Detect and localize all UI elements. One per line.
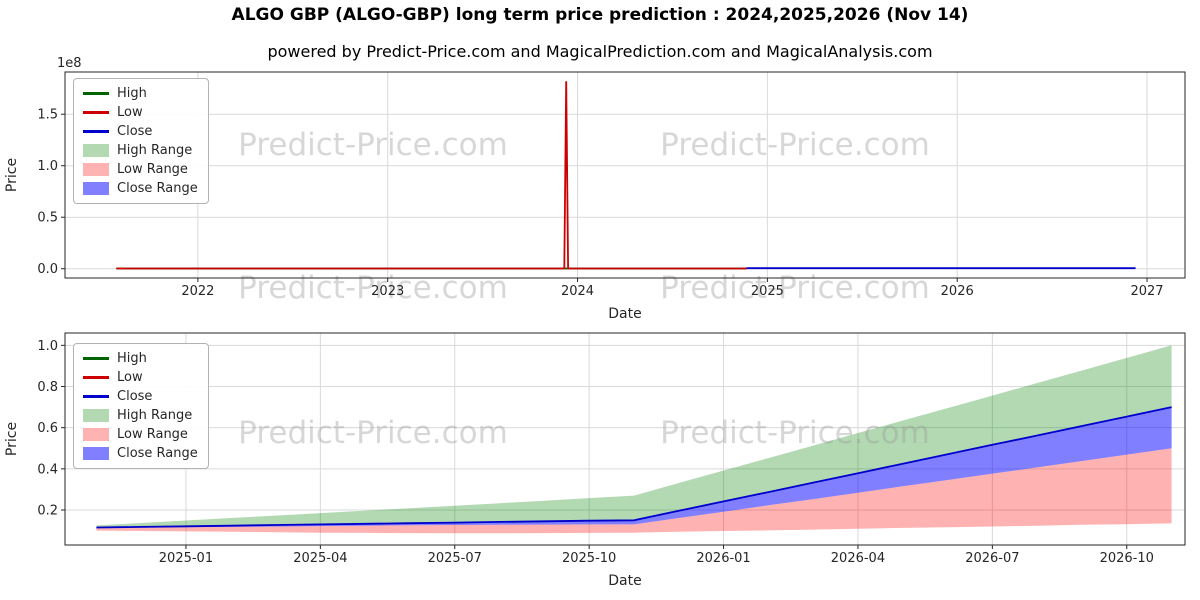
legend-label: High: [117, 351, 147, 366]
legend-swatch-high-range: [83, 409, 109, 422]
watermark: Predict-Price.com: [238, 415, 508, 451]
legend-top: High Low Close High Range Low Range Close Ran…: [73, 78, 209, 204]
legend-label: High Range: [117, 408, 193, 423]
legend-item: High Range: [83, 408, 198, 423]
watermark: Predict-Price.com: [660, 127, 930, 163]
legend-label: Close Range: [117, 181, 198, 196]
y-axis-ticks: 0.0 0.5 1.0 1.5: [37, 108, 65, 277]
plot-border: [64, 71, 1186, 279]
legend-item: High: [83, 351, 198, 366]
watermark: Predict-Price.com: [238, 127, 508, 163]
legend-item: Low Range: [83, 427, 198, 442]
x-tick-label: 2025-01: [159, 551, 213, 566]
line-close: [96, 406, 1172, 529]
legend-item: Low Range: [83, 162, 198, 177]
price-history-chart: Predict-Price.com Predict-Price.com Predic…: [4, 56, 1186, 320]
legend-swatch-high-range: [83, 144, 109, 157]
y-tick-label: 1.0: [37, 159, 58, 174]
y-tick-label: 0.5: [37, 211, 58, 226]
legend-swatch-close: [83, 395, 109, 398]
legend-label: Close Range: [117, 446, 198, 461]
legend-item: Close Range: [83, 446, 198, 461]
x-tick-label: 2026-01: [696, 551, 750, 566]
y-axis-label: Price: [4, 158, 20, 192]
legend-label: Low Range: [117, 427, 188, 442]
legend-label: Close: [117, 124, 153, 139]
y-offset-label: 1e8: [57, 56, 82, 71]
legend-item: High Range: [83, 143, 198, 158]
legend-label: Low: [117, 105, 143, 120]
legend-swatch-low: [83, 376, 109, 379]
x-axis-label: Date: [608, 306, 641, 320]
watermark: Predict-Price.com: [660, 415, 930, 451]
x-tick-label: 2026-10: [1100, 551, 1154, 566]
legend-bottom: High Low Close High Range Low Range Close Ran…: [73, 343, 209, 469]
legend-swatch-high: [83, 92, 109, 95]
x-tick-label: 2026-07: [965, 551, 1019, 566]
gridlines: [65, 72, 1185, 278]
y-tick-label: 0.4: [37, 462, 58, 477]
legend-item: Close Range: [83, 181, 198, 196]
x-tick-label: 2025: [751, 284, 784, 299]
legend-label: High: [117, 86, 147, 101]
line-low: [116, 81, 747, 270]
chart-subtitle: powered by Predict-Price.com and Magical…: [267, 42, 933, 61]
watermark: Predict-Price.com: [660, 270, 930, 306]
legend-swatch-low: [83, 111, 109, 114]
plot-border: [64, 332, 1186, 546]
y-axis-label: Price: [4, 422, 20, 456]
y-tick-label: 0.0: [37, 262, 58, 277]
legend-swatch-low-range: [83, 163, 109, 176]
legend-swatch-high: [83, 357, 109, 360]
x-axis-label: Date: [608, 573, 641, 589]
x-tick-label: 2025-07: [428, 551, 482, 566]
price-forecast-chart: Predict-Price.com Predict-Price.com 2025-0…: [4, 332, 1186, 589]
x-axis-ticks: 2022 2023 2024 2025 2026 2027: [181, 278, 1164, 299]
legend-label: Low: [117, 370, 143, 385]
y-axis-ticks: 0.2 0.4 0.6 0.8 1.0: [37, 339, 65, 519]
x-tick-label: 2026: [941, 284, 974, 299]
band-low-range: [96, 448, 1172, 534]
y-tick-label: 0.8: [37, 380, 58, 395]
legend-item: Close: [83, 389, 198, 404]
legend-item: Close: [83, 124, 198, 139]
legend-label: Low Range: [117, 162, 188, 177]
x-tick-label: 2027: [1130, 284, 1163, 299]
x-tick-label: 2025-04: [293, 551, 347, 566]
band-high-range: [96, 345, 1172, 528]
x-tick-label: 2024: [561, 284, 594, 299]
watermark: Predict-Price.com: [238, 270, 508, 306]
legend-label: High Range: [117, 143, 193, 158]
x-tick-label: 2026-04: [831, 551, 885, 566]
x-axis-ticks: 2025-01 2025-04 2025-07 2025-10 2026-01 2026-…: [159, 545, 1154, 566]
y-tick-label: 0.6: [37, 421, 58, 436]
legend-item: Low: [83, 370, 198, 385]
legend-swatch-close-range: [83, 182, 109, 195]
band-close-range: [96, 407, 1172, 529]
legend-swatch-close-range: [83, 447, 109, 460]
x-tick-label: 2022: [181, 284, 214, 299]
legend-label: Close: [117, 389, 153, 404]
x-tick-label: 2023: [371, 284, 404, 299]
legend-swatch-close: [83, 130, 109, 133]
y-tick-label: 0.2: [37, 504, 58, 519]
x-tick-label: 2025-10: [562, 551, 616, 566]
chart-title: ALGO GBP (ALGO-GBP) long term price pred…: [231, 5, 969, 25]
legend-item: High: [83, 86, 198, 101]
legend-item: Low: [83, 105, 198, 120]
y-tick-label: 1.5: [37, 108, 58, 123]
y-tick-label: 1.0: [37, 339, 58, 354]
legend-swatch-low-range: [83, 428, 109, 441]
